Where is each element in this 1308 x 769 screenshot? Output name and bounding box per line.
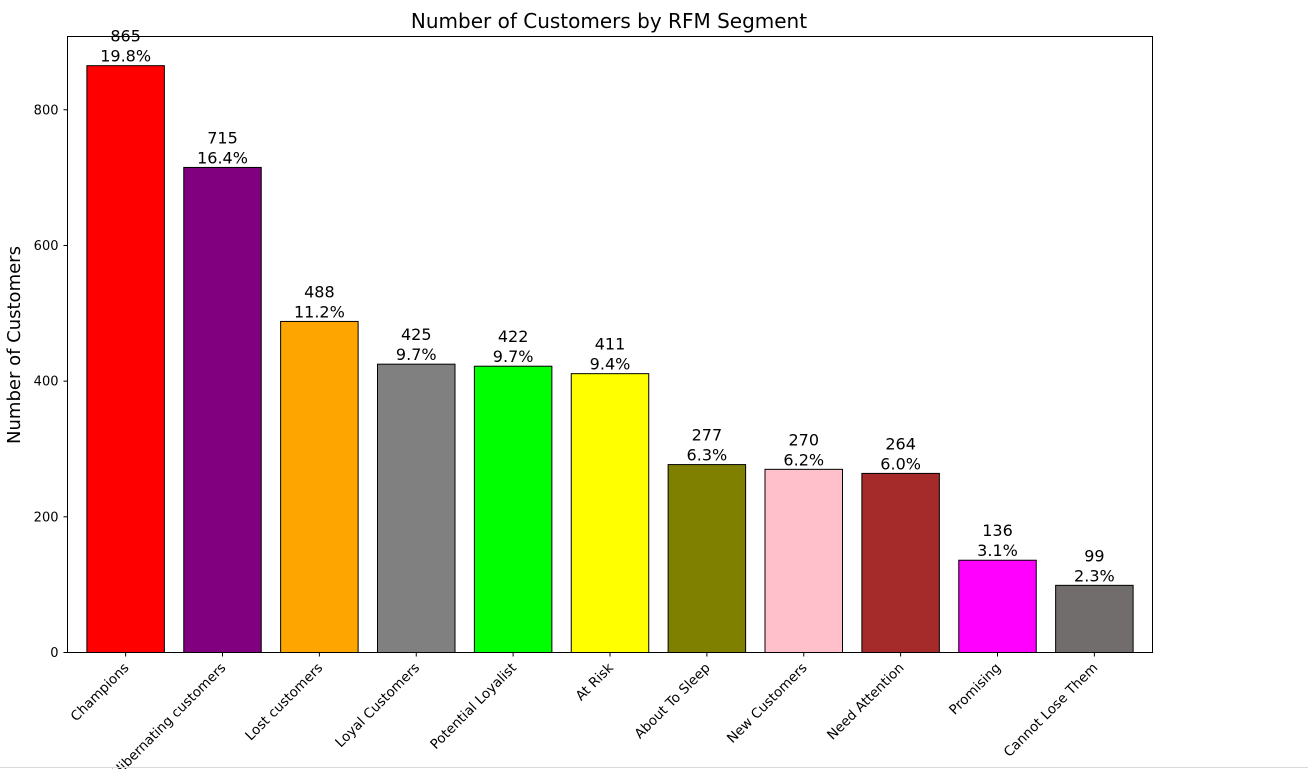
y-tick-label: 0 bbox=[50, 646, 58, 661]
x-tick-label: New Customers bbox=[724, 660, 811, 747]
data-label-value: 715 bbox=[207, 128, 238, 147]
x-tick-label: About To Sleep bbox=[632, 660, 714, 742]
data-label-percent: 3.1% bbox=[977, 541, 1018, 560]
x-tick-label: Cannot Lose Them bbox=[1001, 660, 1101, 760]
x-tick-label: At Risk bbox=[573, 660, 617, 704]
x-tick-label: Loyal Customers bbox=[332, 660, 423, 751]
data-label-percent: 6.3% bbox=[687, 446, 728, 465]
y-axis-label: Number of Customers bbox=[4, 246, 25, 444]
x-tick-label: Lost customers bbox=[242, 660, 326, 744]
x-tick-label: Champions bbox=[68, 660, 133, 725]
x-tick-label: Promising bbox=[946, 660, 1004, 718]
data-label-percent: 16.4% bbox=[197, 148, 248, 167]
bar bbox=[570, 373, 650, 653]
y-tick-label: 200 bbox=[34, 510, 59, 525]
data-label-value: 422 bbox=[498, 327, 529, 346]
x-tick-label: Potential Loyalist bbox=[427, 660, 520, 753]
data-label-percent: 9.7% bbox=[396, 345, 437, 364]
chart-title: Number of Customers by RFM Segment bbox=[411, 9, 807, 33]
bar bbox=[183, 166, 262, 653]
data-label-percent: 6.2% bbox=[783, 450, 824, 469]
data-label-value: 411 bbox=[595, 335, 626, 354]
data-label-value: 488 bbox=[304, 282, 335, 301]
data-labels-group: 86519.8%71516.4%48811.2%4259.7%4229.7%41… bbox=[100, 27, 1114, 586]
data-label-value: 270 bbox=[788, 430, 819, 449]
bar bbox=[764, 468, 843, 653]
x-tick-label: Need Attention bbox=[824, 660, 907, 743]
data-label-percent: 19.8% bbox=[100, 47, 151, 66]
data-label-value: 136 bbox=[982, 521, 1013, 540]
data-label-value: 277 bbox=[692, 426, 723, 445]
data-label-percent: 11.2% bbox=[294, 302, 345, 321]
bar bbox=[667, 464, 747, 653]
data-label-percent: 9.7% bbox=[493, 347, 534, 366]
data-label-value: 425 bbox=[401, 325, 432, 344]
bar bbox=[377, 363, 456, 653]
y-tick-label: 400 bbox=[34, 375, 59, 390]
bars-group bbox=[86, 65, 1134, 653]
bottom-divider bbox=[0, 767, 1308, 768]
bar bbox=[1055, 584, 1134, 653]
data-label-percent: 9.4% bbox=[590, 355, 631, 374]
plot-area-frame bbox=[67, 36, 1153, 653]
bar bbox=[280, 320, 359, 653]
data-label-percent: 2.3% bbox=[1074, 566, 1115, 585]
data-label-percent: 6.0% bbox=[880, 454, 921, 473]
y-axis: 0 200 400 600 800 bbox=[34, 103, 68, 661]
y-tick-label: 600 bbox=[34, 239, 59, 254]
data-label-value: 99 bbox=[1084, 546, 1104, 565]
y-tick-label: 800 bbox=[34, 103, 59, 118]
bar bbox=[473, 365, 553, 653]
data-label-value: 264 bbox=[885, 434, 916, 453]
bar bbox=[958, 559, 1037, 653]
bar bbox=[86, 65, 165, 653]
bar bbox=[861, 472, 940, 653]
